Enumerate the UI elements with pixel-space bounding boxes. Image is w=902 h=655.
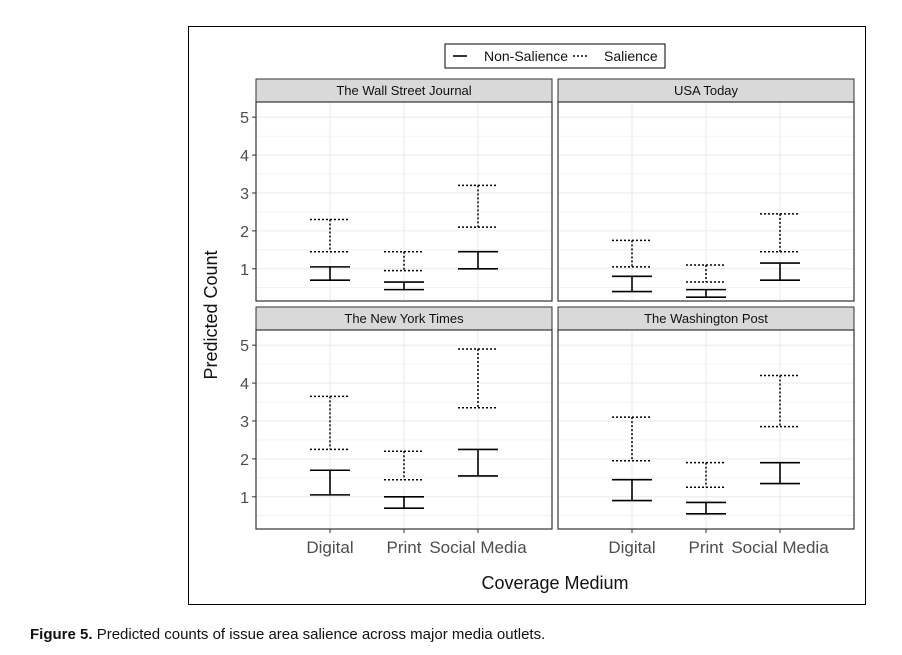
legend-label: Non-Salience: [484, 48, 568, 64]
y-tick-label: 2: [240, 452, 249, 469]
y-axis-title: Predicted Count: [201, 250, 221, 379]
x-tick-label: Digital: [608, 538, 655, 557]
errorbar-salience: [458, 348, 498, 409]
errorbar-salience: [458, 184, 498, 228]
errorbar-non-salience: [760, 461, 800, 485]
facet-panel: The Wall Street Journal 1 2 3 4 5: [240, 78, 553, 302]
errorbar-non-salience: [686, 288, 726, 299]
errorbar-salience: [760, 374, 800, 428]
errorbar-non-salience: [458, 250, 498, 270]
legend-entry: Non-Salience: [453, 48, 568, 64]
legend: Non-Salience Salience: [444, 43, 666, 69]
errorbar-non-salience: [310, 469, 350, 496]
facet-panel: The Washington Post Digital Print Social Me…: [557, 306, 855, 557]
errorbar-non-salience: [458, 448, 498, 477]
y-tick-label: 5: [240, 338, 249, 355]
facet-title: The Washington Post: [644, 311, 768, 326]
x-tick-label: Social Media: [731, 538, 829, 557]
y-tick-label: 1: [240, 490, 249, 507]
x-tick-label: Social Media: [429, 538, 527, 557]
facet-panel: The New York Times 1 2 3 4 5 Digital Print Socia…: [240, 306, 553, 557]
legend-label: Salience: [604, 48, 658, 64]
facet-title: USA Today: [674, 83, 739, 98]
errorbar-non-salience: [384, 281, 424, 291]
facet-title: The New York Times: [344, 311, 464, 326]
y-tick-label: 4: [240, 148, 249, 165]
facet-title: The Wall Street Journal: [336, 83, 471, 98]
y-tick-label: 2: [240, 224, 249, 241]
errorbar-salience: [384, 250, 424, 272]
errorbar-salience: [612, 416, 652, 462]
y-tick-label: 1: [240, 262, 249, 279]
legend-entry: Salience: [573, 48, 658, 64]
errorbar-salience: [310, 395, 350, 451]
errorbar-salience: [686, 264, 726, 283]
y-tick-label: 3: [240, 414, 249, 431]
errorbar-non-salience: [612, 478, 652, 502]
panel-border: [557, 101, 855, 302]
errorbar-non-salience: [384, 495, 424, 509]
errorbar-non-salience: [686, 501, 726, 515]
errorbar-salience: [686, 461, 726, 489]
caption-label: Figure 5.: [30, 626, 93, 643]
errorbar-salience: [612, 239, 652, 268]
x-tick-label: Digital: [306, 538, 353, 557]
legend-box: [444, 43, 666, 69]
x-axis-title: Coverage Medium: [481, 573, 628, 593]
y-tick-label: 3: [240, 186, 249, 203]
figure-caption: Figure 5. Predicted counts of issue area…: [30, 626, 545, 643]
x-tick-label: Print: [387, 538, 422, 557]
errorbar-non-salience: [612, 275, 652, 293]
figure-frame: Non-Salience Salience The Wall Street Jour…: [188, 26, 866, 605]
panel-border: [255, 101, 553, 302]
errorbar-salience: [384, 450, 424, 481]
errorbar-salience: [760, 213, 800, 253]
errorbar-non-salience: [760, 262, 800, 281]
caption-text: Predicted counts of issue area salience …: [96, 626, 546, 643]
x-tick-label: Print: [689, 538, 724, 557]
y-tick-label: 4: [240, 376, 249, 393]
y-tick-label: 5: [240, 110, 249, 127]
facet-panel: USA Today: [557, 78, 855, 302]
errorbar-salience: [310, 218, 350, 253]
chart-svg: Non-Salience Salience The Wall Street Jour…: [201, 43, 855, 593]
errorbar-non-salience: [310, 266, 350, 281]
